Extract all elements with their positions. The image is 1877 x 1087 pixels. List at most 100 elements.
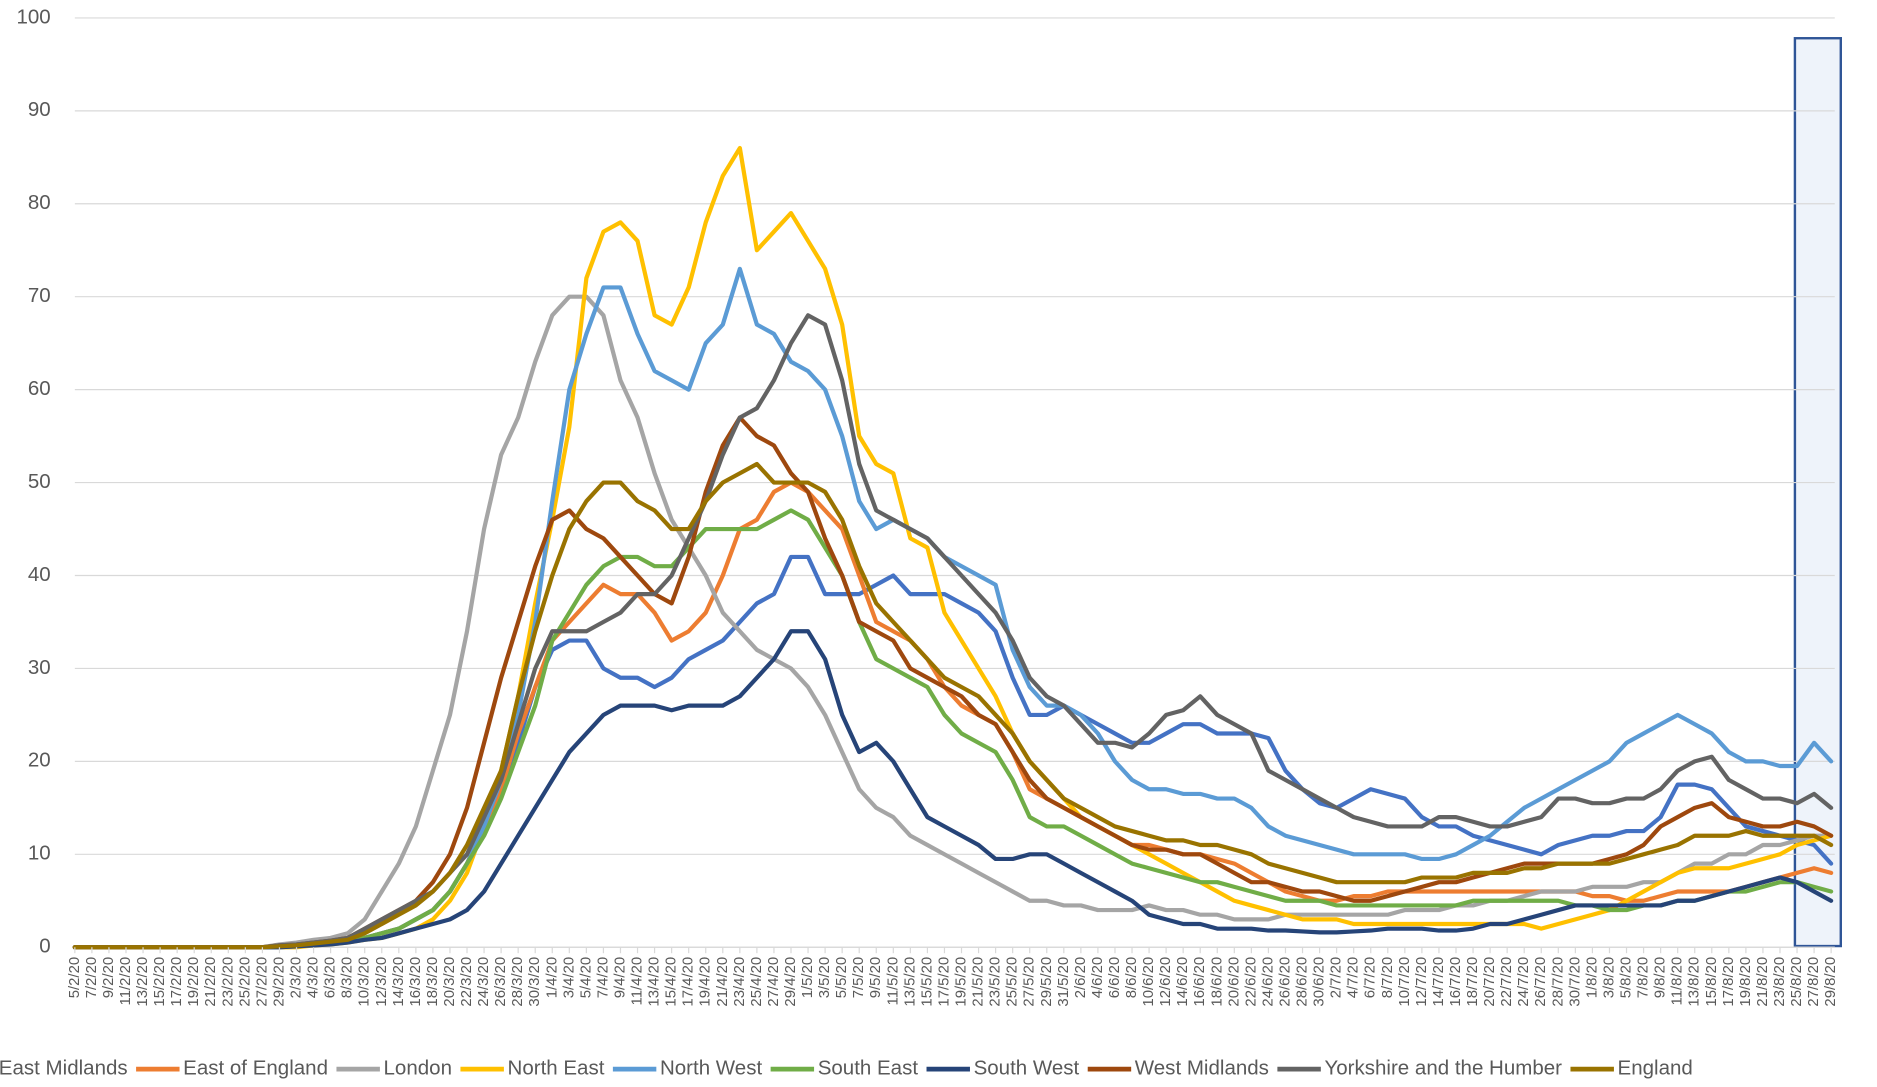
- y-tick-label: 30: [28, 657, 51, 679]
- x-tick-label: 20/3/20: [441, 957, 458, 1007]
- x-tick-label: 14/7/20: [1430, 957, 1447, 1007]
- x-tick-label: 20/7/20: [1481, 957, 1498, 1007]
- x-tick-label: 26/3/20: [492, 957, 509, 1007]
- x-tick-label: 3/8/20: [1600, 957, 1617, 998]
- x-tick-label: 13/4/20: [646, 957, 663, 1007]
- x-tick-label: 8/3/20: [339, 957, 356, 998]
- legend-label: North West: [660, 1058, 763, 1080]
- x-tick-label: 17/5/20: [935, 957, 952, 1007]
- legend-label: England: [1618, 1058, 1693, 1080]
- series-line: [72, 461, 1834, 950]
- x-tick-label: 27/5/20: [1021, 957, 1038, 1007]
- x-tick-label: 24/7/20: [1515, 957, 1532, 1007]
- x-tick-label: 18/7/20: [1464, 957, 1481, 1007]
- x-tick-label: 25/2/20: [236, 957, 253, 1007]
- series-line: [72, 554, 1834, 950]
- x-tick-label: 12/3/20: [373, 957, 390, 1007]
- y-tick-label: 60: [28, 378, 51, 400]
- x-tick-label: 24/3/20: [475, 957, 492, 1007]
- x-tick-label: 9/4/20: [611, 957, 628, 998]
- x-tick-label: 5/4/20: [577, 957, 594, 998]
- x-tick-label: 7/5/20: [850, 957, 867, 998]
- y-tick-label: 70: [28, 285, 51, 307]
- series-line: [72, 294, 1834, 950]
- x-tick-label: 1/5/20: [799, 957, 816, 998]
- x-tick-label: 6/7/20: [1362, 957, 1379, 998]
- x-tick-label: 25/8/20: [1788, 957, 1805, 1007]
- series-line: [72, 313, 1834, 950]
- x-tick-label: 17/4/20: [680, 957, 697, 1007]
- x-tick-label: 22/3/20: [458, 957, 475, 1007]
- legend-label: London: [384, 1058, 452, 1080]
- x-axis-labels: 5/2/20 7/2/20 9/2/20 11/2/20 13/2/20 15/2/20 1…: [66, 947, 1839, 1007]
- x-tick-label: 7/4/20: [594, 957, 611, 998]
- series-line: [72, 629, 1834, 950]
- x-tick-label: 7/2/20: [83, 957, 100, 998]
- legend-label: South East: [818, 1058, 919, 1080]
- x-tick-label: 5/8/20: [1617, 957, 1634, 998]
- x-tick-label: 23/8/20: [1771, 957, 1788, 1007]
- x-tick-label: 13/8/20: [1686, 957, 1703, 1007]
- x-tick-label: 19/4/20: [697, 957, 714, 1007]
- x-tick-label: 5/2/20: [66, 957, 83, 998]
- x-tick-label: 21/8/20: [1754, 957, 1771, 1007]
- y-tick-label: 90: [28, 99, 51, 121]
- x-tick-label: 30/6/20: [1311, 957, 1328, 1007]
- x-tick-label: 19/2/20: [185, 957, 202, 1007]
- x-tick-label: 9/2/20: [100, 957, 117, 998]
- x-tick-label: 21/2/20: [202, 957, 219, 1007]
- x-tick-label: 15/4/20: [663, 957, 680, 1007]
- x-tick-label: 14/6/20: [1174, 957, 1191, 1007]
- x-tick-label: 15/8/20: [1703, 957, 1720, 1007]
- x-tick-label: 7/8/20: [1634, 957, 1651, 998]
- x-tick-label: 13/2/20: [134, 957, 151, 1007]
- x-tick-label: 1/8/20: [1583, 957, 1600, 998]
- x-tick-label: 17/2/20: [168, 957, 185, 1007]
- x-tick-label: 29/8/20: [1822, 957, 1839, 1007]
- x-tick-label: 15/2/20: [151, 957, 168, 1007]
- x-tick-label: 16/7/20: [1447, 957, 1464, 1007]
- x-tick-label: 27/4/20: [765, 957, 782, 1007]
- y-tick-label: 50: [28, 471, 51, 493]
- x-tick-label: 2/6/20: [1072, 957, 1089, 998]
- y-tick-label: 20: [28, 750, 51, 772]
- y-tick-label: 0: [39, 936, 50, 958]
- x-tick-label: 1/4/20: [543, 957, 560, 998]
- x-tick-label: 30/7/20: [1566, 957, 1583, 1007]
- x-tick-label: 19/5/20: [952, 957, 969, 1007]
- x-tick-label: 4/7/20: [1345, 957, 1362, 998]
- highlight-box: [1793, 37, 1842, 948]
- legend-label: South West: [974, 1058, 1080, 1080]
- x-tick-label: 23/2/20: [219, 957, 236, 1007]
- x-tick-label: 8/7/20: [1379, 957, 1396, 998]
- x-tick-label: 11/5/20: [884, 957, 901, 1006]
- y-tick-label: 10: [28, 843, 51, 865]
- x-tick-label: 15/5/20: [918, 957, 935, 1007]
- x-tick-label: 23/4/20: [731, 957, 748, 1007]
- x-tick-label: 11/4/20: [628, 957, 645, 1006]
- x-tick-label: 18/3/20: [424, 957, 441, 1007]
- x-tick-label: 4/3/20: [304, 957, 321, 998]
- y-tick-label: 40: [28, 564, 51, 586]
- x-tick-label: 29/2/20: [270, 957, 287, 1007]
- x-tick-label: 12/6/20: [1157, 957, 1174, 1007]
- x-tick-label: 10/6/20: [1140, 957, 1157, 1007]
- x-tick-label: 8/6/20: [1123, 957, 1140, 998]
- x-tick-label: 12/7/20: [1413, 957, 1430, 1007]
- x-tick-label: 28/3/20: [509, 957, 526, 1007]
- x-tick-label: 29/4/20: [782, 957, 799, 1007]
- x-tick-label: 29/5/20: [1038, 957, 1055, 1007]
- x-tick-label: 27/8/20: [1805, 957, 1822, 1007]
- x-tick-label: 24/6/20: [1259, 957, 1276, 1007]
- legend: East Midlands East of England London North …: [0, 1058, 1693, 1080]
- x-tick-label: 10/7/20: [1396, 957, 1413, 1007]
- legend-label: West Midlands: [1135, 1058, 1269, 1080]
- x-tick-label: 26/6/20: [1276, 957, 1293, 1007]
- x-tick-label: 21/5/20: [969, 957, 986, 1007]
- x-tick-label: 21/4/20: [714, 957, 731, 1007]
- x-tick-label: 10/3/20: [356, 957, 373, 1007]
- x-tick-label: 16/6/20: [1191, 957, 1208, 1007]
- x-tick-label: 20/6/20: [1225, 957, 1242, 1007]
- series-line: [72, 508, 1834, 950]
